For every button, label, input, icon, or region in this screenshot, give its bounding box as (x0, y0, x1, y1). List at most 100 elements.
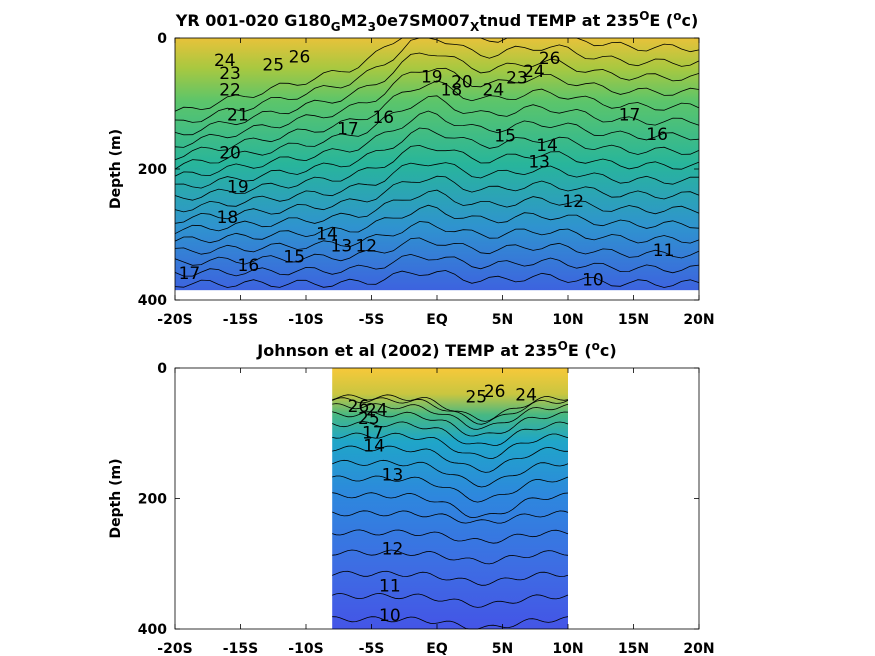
x-tick-label: 5N (492, 312, 513, 328)
isotherm (332, 411, 569, 437)
contour-label: 16 (372, 108, 394, 128)
x-tick-label: 15N (618, 312, 649, 328)
x-tick-label: EQ (426, 641, 448, 656)
isotherm (174, 127, 700, 189)
contour-label: 13 (382, 466, 404, 486)
contour-label: 10 (379, 606, 401, 626)
isotherm (174, 80, 700, 161)
x-tick-label: -10S (288, 312, 323, 328)
isotherm (332, 432, 569, 459)
y-tick-label: 200 (138, 492, 167, 508)
contour-label: 16 (646, 125, 668, 145)
contour-label: 24 (483, 80, 505, 100)
x-tick-label: -5S (359, 641, 385, 656)
contour-label: 19 (227, 177, 249, 197)
contour-label: 12 (562, 192, 584, 212)
isotherm (174, 270, 700, 288)
isotherm (332, 529, 569, 544)
isotherm (174, 253, 700, 277)
contour-label: 12 (382, 539, 404, 559)
isotherm (332, 403, 569, 430)
contour-label: 12 (355, 236, 377, 256)
contour-label: 17 (179, 264, 201, 284)
isotherm (174, 175, 700, 224)
x-tick-label: 20N (683, 312, 714, 328)
isotherm (332, 397, 569, 425)
contour-label: 25 (358, 409, 380, 429)
contour-label: 20 (451, 73, 473, 93)
y-tick-label: 400 (138, 622, 167, 638)
isotherm-lines (174, 37, 700, 288)
contour-label: 13 (331, 236, 353, 256)
x-tick-label: -20S (157, 312, 192, 328)
contour-label: 14 (536, 136, 558, 156)
isotherm (332, 475, 569, 503)
isotherm (332, 549, 569, 565)
contour-label: 23 (506, 69, 528, 89)
x-tick-label: 10N (552, 312, 583, 328)
y-tick-label: 400 (138, 293, 167, 309)
contour-label: 22 (219, 80, 241, 100)
contour-label: 13 (528, 152, 550, 172)
contour-label: 19 (421, 67, 443, 87)
contour-label: 26 (539, 49, 561, 69)
isotherm (174, 67, 700, 148)
isotherm-lines (332, 394, 569, 630)
contour-label: 17 (619, 105, 641, 125)
contour-label: 11 (653, 241, 675, 261)
contour-label: 24 (523, 62, 545, 82)
contour-label: 24 (515, 385, 537, 405)
x-tick-label: 15N (618, 641, 649, 656)
contour-label: 15 (283, 247, 305, 267)
contour-label: 17 (337, 120, 359, 140)
x-tick-label: -5S (359, 312, 385, 328)
x-tick-label: 20N (683, 641, 714, 656)
chart-title: Johnson et al (2002) TEMP at 235OE (oc) (256, 339, 616, 360)
contour-label: 11 (379, 577, 401, 597)
isotherm (332, 421, 569, 446)
contour-label: 10 (582, 270, 604, 290)
y-tick-label: 200 (138, 162, 167, 178)
contour-label: 21 (227, 105, 249, 125)
isotherm (174, 162, 700, 213)
x-tick-label: -15S (223, 312, 258, 328)
isotherm (332, 492, 569, 519)
y-axis-label: Depth (m) (108, 129, 124, 209)
contour-label: 25 (262, 56, 284, 76)
contour-label: 23 (219, 64, 241, 84)
isotherm (332, 616, 569, 630)
contour-label: 15 (494, 126, 516, 146)
y-axis-label: Depth (m) (108, 458, 124, 538)
isotherm (174, 144, 700, 201)
isotherm (332, 459, 569, 488)
isotherm (174, 95, 700, 170)
x-tick-label: 5N (492, 641, 513, 656)
x-tick-label: -20S (157, 641, 192, 656)
isotherm (174, 52, 700, 136)
contour-label: 24 (366, 400, 388, 420)
isotherm (174, 110, 700, 177)
contour-label: 16 (238, 256, 260, 276)
contour-label: 17 (362, 423, 384, 443)
y-tick-label: 0 (157, 31, 167, 47)
isotherm (332, 394, 569, 422)
contour-label: 14 (363, 436, 385, 456)
contour-label: 14 (316, 225, 338, 245)
isotherm (174, 237, 700, 266)
contour-label: 26 (484, 382, 506, 402)
chart-title: YR 001-020 G180GM230e7SM007Xtnud TEMP at… (175, 9, 699, 34)
x-tick-label: EQ (426, 312, 448, 328)
contour-label: 20 (219, 143, 241, 163)
isotherm (332, 445, 568, 473)
isotherm (332, 570, 569, 586)
isotherm (174, 204, 700, 244)
contour-label: 18 (217, 208, 239, 228)
isotherm (174, 221, 700, 255)
isotherm (332, 592, 569, 608)
contour-label: 26 (348, 397, 370, 417)
contour-label: 18 (441, 80, 463, 100)
x-tick-label: 10N (552, 641, 583, 656)
x-tick-label: -10S (288, 641, 323, 656)
